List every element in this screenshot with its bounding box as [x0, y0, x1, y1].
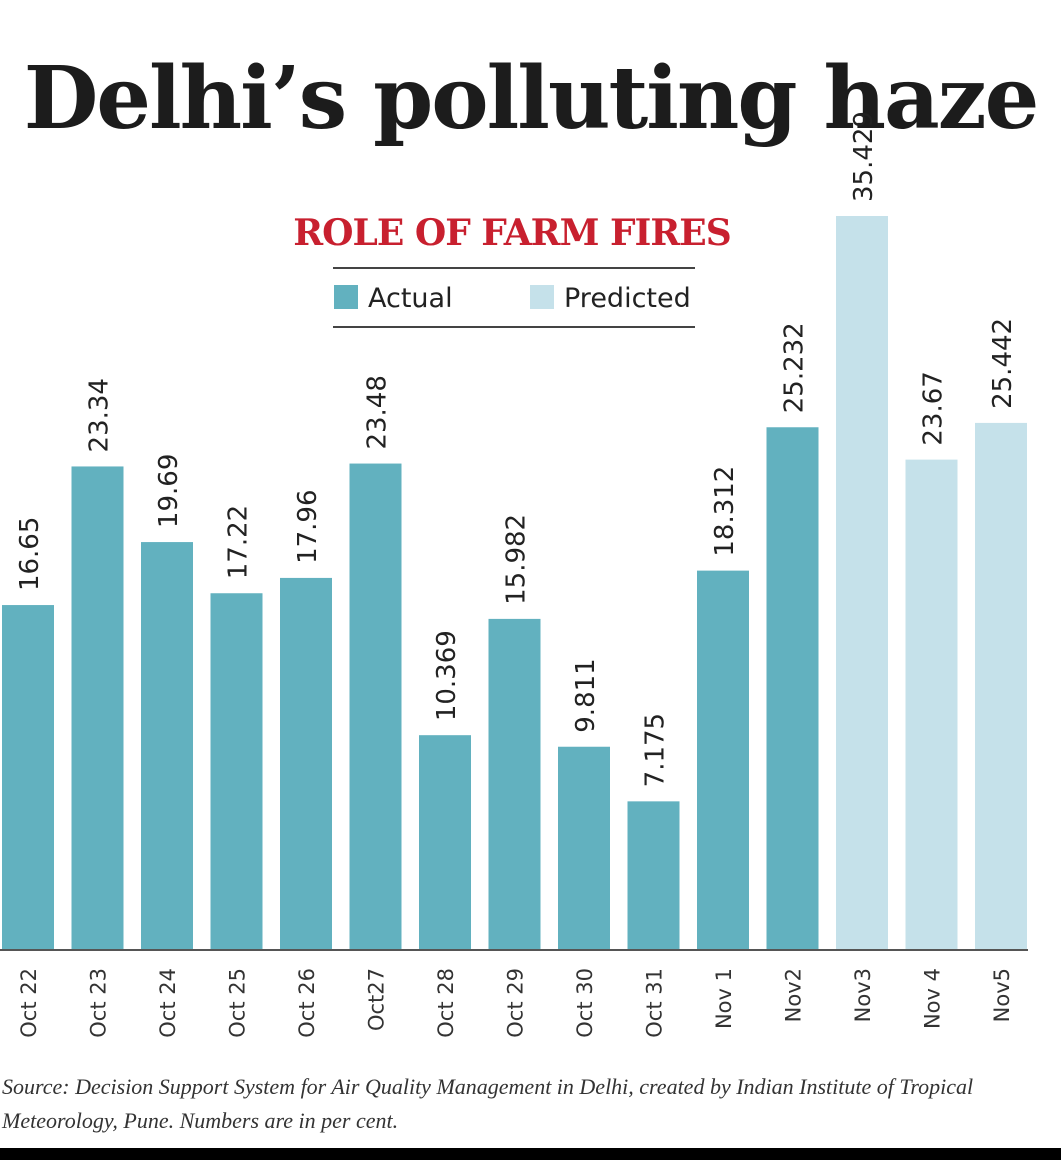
legend-swatch-actual: [334, 285, 358, 309]
value-label: 35.429: [849, 111, 879, 202]
bars-layer: 16.65 Oct 22 23.34 Oct 23 19.69 Oct 24 17.22 Oc…: [2, 111, 1027, 1038]
category-label: Oct 23: [87, 968, 111, 1038]
legend-label-actual: Actual: [368, 283, 453, 314]
value-label: 17.22: [224, 505, 254, 579]
chart-title: Delhi’s polluting haze: [23, 48, 1040, 149]
bar-nov5: [975, 422, 1027, 950]
value-label: 10.369: [432, 630, 462, 721]
category-label: Oct 30: [573, 968, 597, 1038]
value-label: 23.34: [85, 378, 115, 452]
category-label: Oct 31: [643, 968, 667, 1038]
category-label: Nov3: [851, 968, 875, 1022]
bar-nov-1: [697, 570, 749, 950]
bar-oct-31: [627, 801, 680, 950]
bar-oct-26: [280, 577, 332, 950]
source-footnote: Source: Decision Support System for Air …: [2, 1074, 974, 1133]
bar-oct-24: [141, 542, 193, 950]
bar-nov-4: [905, 459, 958, 950]
category-label: Nov5: [990, 968, 1014, 1022]
bottom-border-bar: [0, 1148, 1061, 1160]
value-label: 23.67: [919, 371, 949, 445]
category-label: Nov 1: [712, 968, 736, 1029]
category-label: Oct 26: [295, 968, 319, 1038]
bar-nov2: [766, 427, 819, 951]
bar-nov3: [836, 216, 888, 950]
value-label: 18.312: [710, 466, 740, 557]
category-label: Oct 22: [17, 968, 41, 1038]
value-label: 16.65: [15, 517, 45, 591]
category-label: Oct 29: [504, 968, 528, 1038]
category-label: Oct27: [365, 968, 389, 1031]
bar-oct-25: [210, 593, 263, 950]
category-label: Nov2: [782, 968, 806, 1022]
value-label: 23.48: [363, 375, 393, 449]
value-label: 25.442: [988, 318, 1018, 409]
chart-subtitle: ROLE OF FARM FIRES: [293, 212, 730, 254]
bar-oct-23: [71, 466, 124, 950]
bar-oct-22: [2, 605, 54, 950]
category-label: Nov 4: [921, 968, 945, 1029]
legend-label-predicted: Predicted: [564, 283, 691, 314]
legend-swatch-predicted: [530, 285, 554, 309]
value-label: 15.982: [502, 514, 532, 605]
bar-oct-30: [558, 746, 610, 950]
bar-oct-29: [488, 618, 541, 950]
category-label: Oct 25: [226, 968, 250, 1038]
category-label: Oct 24: [156, 968, 180, 1038]
bar-oct-28: [419, 735, 471, 950]
value-label: 17.96: [293, 489, 323, 563]
value-label: 25.232: [780, 322, 810, 413]
value-label: 7.175: [641, 713, 671, 787]
bar-oct27: [349, 463, 402, 950]
value-label: 9.811: [571, 658, 601, 732]
value-label: 19.69: [154, 454, 184, 528]
category-label: Oct 28: [434, 968, 458, 1038]
